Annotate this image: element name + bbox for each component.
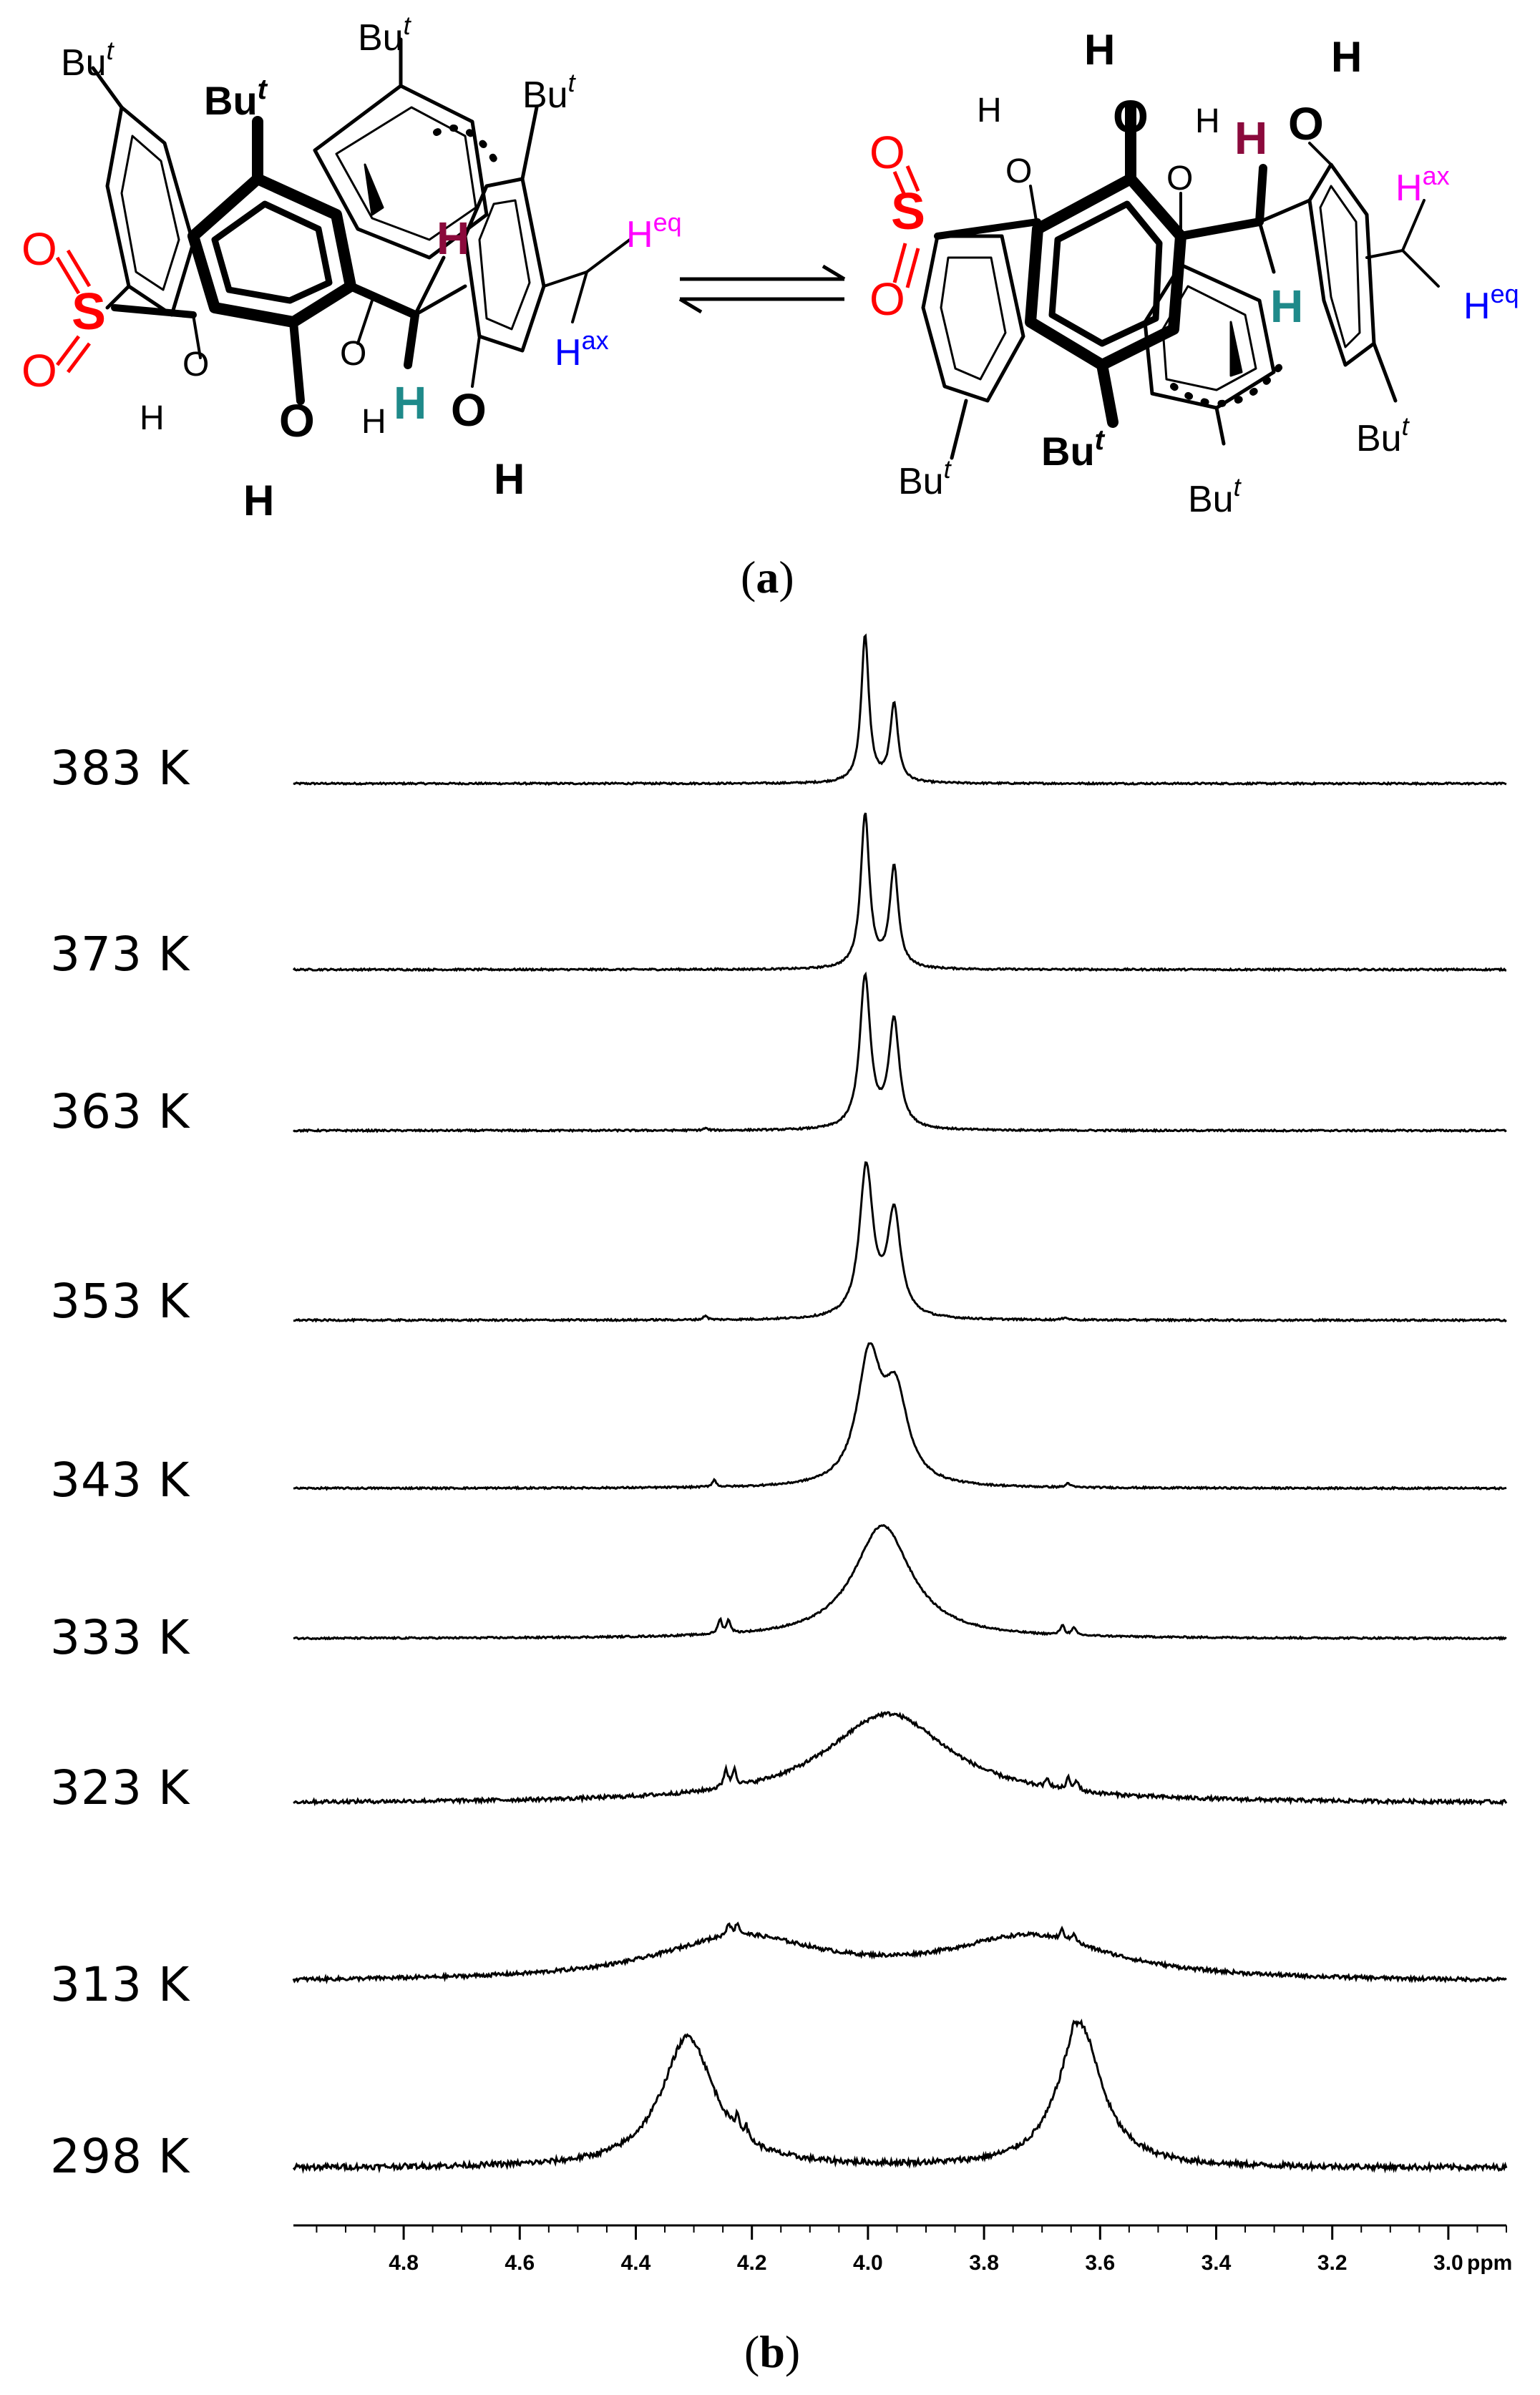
temperature-label: 323 K — [50, 1760, 190, 1815]
right-o-1: O — [869, 127, 905, 178]
right-tbu-3: But — [1188, 472, 1242, 520]
dotted-arc-right — [1170, 361, 1285, 407]
left-bridge-h-top: H — [437, 213, 469, 264]
right-h-eq: Heq — [1463, 279, 1519, 327]
left-tbu-2: But — [204, 74, 268, 123]
right-tbu-4: But — [1356, 411, 1410, 459]
right-oh-3-o: O — [1288, 98, 1324, 150]
temperature-label: 343 K — [50, 1453, 190, 1508]
left-o-2: O — [21, 345, 57, 396]
temperature-label: 373 K — [50, 927, 190, 982]
left-ring-right — [921, 234, 1025, 403]
spectra-group — [292, 633, 1508, 2174]
right-oh-top-h: H — [1084, 26, 1115, 74]
right-bridge-h-top: H — [1234, 112, 1267, 164]
tick-label: 4.4 — [621, 2251, 651, 2275]
panel-a-label: (a) — [741, 552, 794, 603]
tick-label: 4.2 — [737, 2251, 767, 2275]
ppm-axis: 4.8 4.6 4.4 4.2 4.0 3.8 3.6 3.4 3.2 3.0 ppm — [293, 2224, 1512, 2275]
left-o-1: O — [21, 223, 57, 275]
right-oh-3-h: H — [1331, 33, 1362, 81]
right-o-2: O — [869, 273, 905, 325]
left-tbu-3: But — [358, 11, 412, 59]
left-tbu-4: But — [522, 68, 577, 116]
spectrum-333k — [293, 1523, 1507, 1642]
spectrum-313k — [292, 1921, 1507, 1985]
temperature-label: 313 K — [50, 1957, 190, 2012]
tick-label: 3.4 — [1202, 2251, 1232, 2275]
x-axis-label: ppm — [1467, 2251, 1512, 2275]
left-oh-2-o: O — [279, 395, 315, 447]
right-oh-top-o: O — [1113, 91, 1149, 142]
back-ring — [313, 84, 489, 260]
left-oh-2-h: H — [243, 477, 274, 525]
panel-b-label: (b) — [744, 2326, 801, 2377]
right-s: S — [891, 183, 925, 240]
left-oh-4-h: H — [494, 455, 525, 503]
tick-label: 4.8 — [389, 2251, 419, 2275]
left-oh-3-h: H — [361, 403, 386, 441]
equilibrium-arrow — [678, 264, 846, 314]
right-oh-1-h: H — [977, 92, 1002, 130]
arrowhead-right — [1229, 321, 1243, 377]
tick-label: 3.0 — [1433, 2251, 1463, 2275]
temperature-label: 353 K — [50, 1274, 190, 1329]
spectrum-383k — [293, 633, 1507, 786]
spectrum-323k — [293, 1710, 1508, 1807]
right-oh-1-o: O — [1005, 152, 1032, 190]
tick-label: 3.8 — [969, 2251, 999, 2275]
tick-label: 3.2 — [1317, 2251, 1348, 2275]
temperature-label: 383 K — [50, 741, 190, 796]
spectrum-353k — [293, 1161, 1507, 1323]
left-oh-4-o: O — [451, 384, 487, 436]
left-h-eq: Heq — [626, 208, 682, 255]
tick-label: 4.0 — [853, 2251, 883, 2275]
temperature-label: 333 K — [50, 1610, 190, 1665]
temperature-label: 363 K — [50, 1084, 190, 1139]
left-oh-1-h: H — [140, 399, 165, 437]
spectrum-298k — [292, 2018, 1508, 2174]
tick-label: 4.6 — [505, 2251, 535, 2275]
temperature-label: 298 K — [50, 2129, 190, 2184]
right-tbu-1: But — [898, 454, 952, 502]
arrowhead — [364, 163, 384, 216]
right-h-ax: Hax — [1395, 161, 1450, 209]
left-tbu-1: But — [61, 36, 115, 84]
left-conformer — [91, 37, 631, 405]
left-oh-3-o: O — [340, 335, 366, 373]
right-conformer — [921, 102, 1440, 460]
tick-label: 3.6 — [1085, 2251, 1115, 2275]
right-tbu-2: But — [1041, 424, 1106, 474]
panel-a-structures: But But But But S O O O H O H O H O H H … — [21, 11, 1519, 525]
dotted-arc — [433, 125, 505, 175]
spectrum-343k — [293, 1342, 1507, 1491]
left-oh-1-o: O — [182, 346, 209, 384]
right-bridge-h-bottom: H — [1270, 281, 1303, 332]
right-oh-2-h: H — [1195, 102, 1220, 140]
left-h-ax: Hax — [555, 326, 609, 374]
left-bridge-h-bottom: H — [394, 377, 427, 429]
right-oh-2-o: O — [1166, 160, 1193, 197]
spectrum-363k — [293, 971, 1507, 1133]
spectrum-373k — [292, 812, 1507, 972]
